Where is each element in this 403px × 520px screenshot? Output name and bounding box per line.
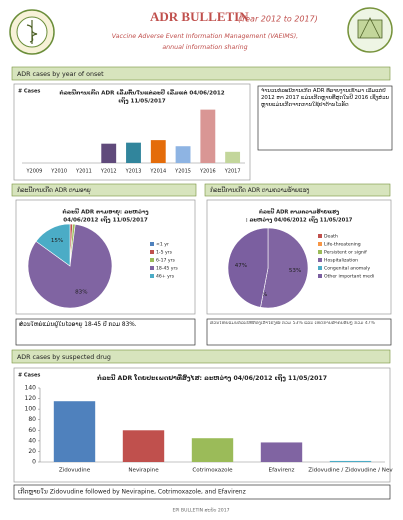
bar — [260, 442, 303, 462]
chart-title: 04/06/2012 ເຖິງ 11/05/2017 — [63, 217, 148, 224]
legend-swatch — [150, 266, 154, 270]
legend-label: 1-5 yrs — [156, 250, 173, 256]
bar — [175, 146, 191, 163]
y-tick-label: 60 — [28, 427, 36, 434]
x-tick-label: Y2011 — [75, 169, 92, 175]
bar — [101, 143, 117, 163]
x-tick-label: Y2010 — [50, 169, 67, 175]
legend-swatch — [318, 266, 322, 270]
chart-title: ກໍລະນີການເກີດ ADR ເລີ່ມຕົ້ນໃນແຕ່ລະປີ ເລີ… — [59, 90, 224, 97]
x-tick-label: Y2009 — [25, 169, 42, 175]
x-tick-label: Cotrimoxazole — [192, 468, 233, 474]
x-tick-label: Y2014 — [149, 169, 166, 175]
legend-label: 6-17 yrs — [156, 258, 175, 264]
chart-title: ກໍລະນີ ADR ຕາມອາຍຸ: ລະຫວ່າງ — [62, 209, 148, 217]
legend-swatch — [318, 258, 322, 262]
note-frame — [206, 318, 392, 346]
bar — [200, 109, 216, 163]
data-label: 83% — [75, 290, 87, 296]
section-header — [11, 349, 391, 364]
y-axis-label: # Cases — [18, 373, 40, 379]
note-text: ເກີດຫຼາຍໃນ Zidovudine followed by Nevira… — [18, 488, 246, 495]
bar — [191, 438, 234, 462]
bar — [122, 430, 165, 462]
legend-label: <1 yr — [156, 242, 169, 248]
legend-label: 18-45 yrs — [156, 266, 178, 272]
y-tick-label: 140 — [25, 385, 37, 392]
note-text: ສ່ວນໃຫຍ່ແມ່ນຢູ່ໃນໄວອາຍຸ 18-45 ປີ ກວມ 83%… — [19, 322, 137, 328]
data-label: 47% — [235, 263, 247, 269]
legend-swatch — [318, 274, 322, 278]
bar — [150, 140, 166, 163]
x-tick-label: Y2017 — [224, 169, 241, 175]
y-tick-label: 100 — [25, 406, 37, 413]
y-tick-label: 0 — [32, 459, 36, 466]
y-tick-label: 80 — [28, 416, 36, 423]
x-tick-label: Efavirenz — [269, 468, 295, 474]
note-frame — [13, 484, 391, 500]
legend-label: Persistent or signif — [324, 250, 367, 256]
chart-title: : ລະຫວ່າງ 04/06/2012 ເຖິງ 11/05/2017 — [246, 217, 353, 224]
legend-label: Death — [324, 234, 338, 240]
pie-slice — [35, 223, 71, 267]
pie-slice — [227, 227, 269, 308]
legend-swatch — [150, 242, 154, 246]
legend-swatch — [150, 250, 154, 254]
legend-label: Other important medi — [324, 274, 374, 280]
legend-swatch — [150, 274, 154, 278]
legend-label: Life-threatening — [324, 242, 361, 248]
chart-title: ກໍລະນີ ADR ຕາມຄວາມຮ້າຍແຮງ — [259, 208, 339, 215]
note-frame — [257, 85, 393, 151]
section-header — [11, 66, 391, 81]
x-tick-label: Zidovudine / Zidovudine / Nev — [308, 468, 393, 474]
section-title: ADR cases by year of onset — [17, 71, 104, 78]
legend-swatch — [318, 234, 322, 238]
section-header — [204, 183, 391, 197]
legend-label: Hospitalization — [324, 258, 358, 264]
pie-slice — [260, 227, 309, 309]
chart-title: ກໍລະນີ ADR ໂດຍປະເພດຢາທີ່ສົງໄສ: ລະຫວ່າງ 0… — [97, 373, 327, 382]
legend-label: 46+ yrs — [156, 274, 175, 280]
footer: EPI BULLETIN ສະບັບ 2017 — [172, 507, 229, 514]
y-tick-label: 40 — [28, 437, 36, 444]
bar — [329, 460, 372, 462]
bulletin-period: (Year 2012 to 2017) — [238, 15, 318, 24]
legend-swatch — [318, 242, 322, 246]
y-tick-label: 120 — [25, 395, 37, 402]
bulletin-title: ADR BULLETIN — [150, 9, 249, 24]
x-tick-label: Y2016 — [199, 169, 216, 175]
bar — [225, 151, 241, 163]
bar — [126, 142, 141, 163]
section-title: ກໍລະນີການເກີດ ADR ຕາມອາຍຸ — [17, 187, 91, 194]
x-tick-label: Y2013 — [125, 169, 142, 175]
section-title: ກໍລະນີການເກີດ ADR ຕາມຄວາມຮ້າຍແຮງ — [210, 187, 310, 194]
note-frame — [15, 318, 196, 346]
subtitle-line: annual information sharing — [162, 43, 247, 51]
note: ຈຳນວນກໍລະນີການເກີດ ADR ທີ່ລາຍງານເຂົ້າມາ … — [261, 88, 390, 108]
right-logo — [347, 7, 393, 53]
legend-label: Congenital anomaly — [324, 266, 370, 272]
y-axis-label: # Cases — [18, 89, 40, 95]
x-tick-label: Y2012 — [100, 169, 117, 175]
legend-swatch — [150, 258, 154, 262]
data-label: 15% — [51, 238, 63, 244]
y-tick-label: 20 — [28, 448, 36, 455]
note: ສ່ວນໃຫຍ່ແມ່ນຢູ່ໃນໄວອາຍຸ 18-45 ປີ ກວມ 83%… — [19, 322, 137, 328]
note: ສ່ວນໃຫຍ່ແມ່ນກໍລະນີທີ່ຕ້ອງເຂົ້າໂຮງໝໍ ກວມ … — [210, 321, 376, 326]
note-text: ຈຳນວນກໍລະນີການເກີດ ADR ທີ່ລາຍງານເຂົ້າມາ … — [261, 88, 390, 108]
x-tick-label: Zidovudine — [59, 468, 91, 474]
subtitle-line: Vaccine Adverse Event Information Manage… — [112, 32, 298, 40]
section-header — [11, 183, 197, 197]
bar — [53, 401, 96, 462]
data-label: 53% — [289, 268, 301, 274]
x-tick-label: Nevirapine — [128, 468, 159, 474]
chart-title: ເຖິງ 11/05/2017 — [118, 98, 166, 105]
note-text: ສ່ວນໃຫຍ່ແມ່ນກໍລະນີທີ່ຕ້ອງເຂົ້າໂຮງໝໍ ກວມ … — [210, 321, 376, 326]
x-tick-label: Y2015 — [174, 169, 191, 175]
legend-swatch — [318, 250, 322, 254]
left-logo — [9, 9, 55, 55]
section-title: ADR cases by suspected drug — [17, 354, 111, 361]
